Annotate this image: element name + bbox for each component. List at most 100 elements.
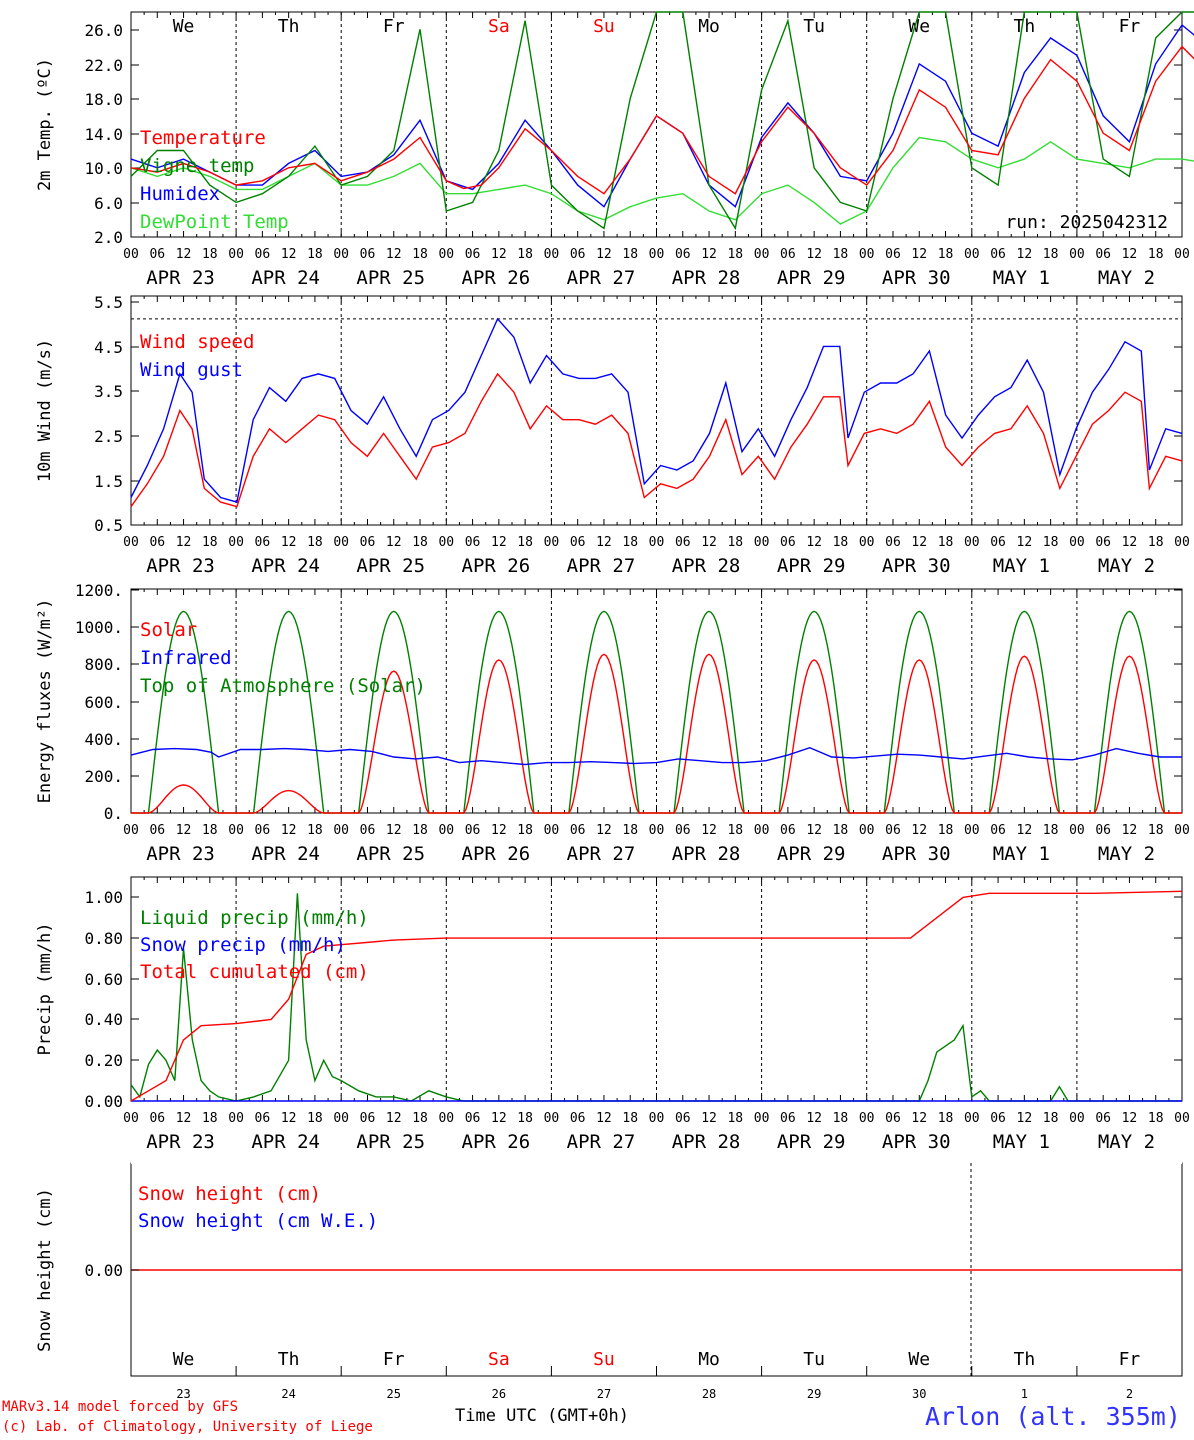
hour-label: 12: [911, 823, 927, 838]
solar-curve: [551, 653, 657, 814]
y-tick-label: 1000.: [75, 618, 123, 637]
y-axis-label: Energy fluxes (W/m²): [35, 599, 55, 804]
hour-label: 06: [675, 247, 691, 262]
hour-label: 06: [570, 247, 586, 262]
hour-label: 00: [1069, 823, 1085, 838]
hour-label: 06: [675, 823, 691, 838]
legend-entry: Infrared: [140, 647, 232, 669]
weekday-label: Th: [278, 1349, 300, 1370]
y-tick-label: 2.5: [94, 427, 123, 446]
hour-label: 00: [1174, 1111, 1190, 1126]
hour-label: 00: [964, 823, 980, 838]
hour-label: 00: [1069, 535, 1085, 550]
hour-label: 06: [780, 1111, 796, 1126]
day-label: APR 27: [567, 555, 636, 577]
weekday-label: Mo: [698, 1349, 720, 1370]
y-axis-label: 10m Wind (m/s): [35, 339, 55, 482]
hour-label: 06: [360, 535, 376, 550]
y-tick-label: 400.: [84, 730, 123, 749]
day-label: APR 23: [146, 1131, 215, 1153]
day-label: APR 26: [462, 843, 531, 865]
day-label: MAY 2: [1098, 843, 1155, 865]
hour-label: 12: [1017, 1111, 1033, 1126]
copyright-credit: (c) Lab. of Climatology, University of L…: [2, 1419, 373, 1435]
day-number-label: 24: [281, 1387, 295, 1401]
solar-curve: [1076, 655, 1182, 814]
hour-label: 18: [517, 1111, 533, 1126]
day-label: APR 30: [882, 267, 951, 289]
weekday-label: Sa: [488, 1349, 510, 1370]
station-title: Arlon (alt. 355m): [925, 1402, 1181, 1431]
day-label: APR 24: [251, 1131, 320, 1153]
hour-label: 06: [255, 535, 271, 550]
day-label: APR 30: [882, 1131, 951, 1153]
hour-label: 12: [911, 535, 927, 550]
hour-label: 06: [570, 535, 586, 550]
y-tick-label: 10.0: [84, 159, 123, 178]
hour-label: 18: [1148, 535, 1164, 550]
hour-label: 18: [1148, 1111, 1164, 1126]
hour-label: 18: [202, 823, 218, 838]
hour-label: 00: [1174, 535, 1190, 550]
hour-label: 12: [1122, 247, 1138, 262]
hour-label: 12: [596, 823, 612, 838]
day-label: APR 27: [567, 1131, 636, 1153]
y-axis-label: Snow height (cm): [35, 1188, 55, 1352]
day-label: APR 24: [251, 555, 320, 577]
hour-label: 00: [754, 535, 770, 550]
day-label: APR 28: [672, 1131, 741, 1153]
hour-label: 12: [701, 247, 717, 262]
hour-label: 00: [649, 535, 665, 550]
hour-label: 00: [123, 535, 139, 550]
y-tick-label: 0.5: [94, 516, 123, 535]
hour-label: 06: [1095, 535, 1111, 550]
hour-label: 00: [228, 247, 244, 262]
hour-label: 18: [517, 823, 533, 838]
day-label: APR 28: [672, 843, 741, 865]
hour-label: 12: [701, 535, 717, 550]
hour-label: 18: [938, 247, 954, 262]
hour-label: 06: [885, 1111, 901, 1126]
y-tick-label: 14.0: [84, 125, 123, 144]
day-label: MAY 2: [1098, 267, 1155, 289]
legend-entry: Total cumulated (cm): [140, 961, 369, 983]
hour-label: 00: [964, 535, 980, 550]
solar-curve: [236, 789, 342, 814]
toa-curve: [236, 610, 342, 814]
hour-label: 00: [544, 247, 560, 262]
toa-curve: [446, 610, 552, 814]
day-number-label: 25: [387, 1387, 401, 1401]
hour-label: 12: [806, 535, 822, 550]
day-number-label: 29: [807, 1387, 821, 1401]
weekday-label: Tu: [803, 1349, 825, 1370]
day-number-label: 23: [176, 1387, 190, 1401]
hour-label: 18: [727, 247, 743, 262]
hour-label: 06: [570, 1111, 586, 1126]
day-label: MAY 2: [1098, 555, 1155, 577]
toa-curve: [866, 610, 972, 814]
hour-label: 00: [438, 535, 454, 550]
hour-label: 12: [1017, 535, 1033, 550]
hour-label: 06: [675, 1111, 691, 1126]
weekday-label: Fr: [1119, 1349, 1141, 1370]
y-tick-label: 0.00: [84, 1261, 123, 1280]
weekday-label: Th: [278, 16, 300, 37]
run-label: run: 2025042312: [1005, 212, 1168, 233]
y-tick-label: 4.5: [94, 338, 123, 357]
hour-label: 00: [228, 535, 244, 550]
legend-entry: Snow height (cm): [138, 1183, 321, 1205]
hour-label: 00: [544, 535, 560, 550]
y-tick-label: 1.5: [94, 472, 123, 491]
hour-label: 12: [701, 823, 717, 838]
hour-label: 00: [964, 1111, 980, 1126]
hour-label: 18: [1148, 247, 1164, 262]
hour-label: 18: [307, 823, 323, 838]
y-tick-label: 5.5: [94, 293, 123, 312]
hour-label: 06: [149, 247, 165, 262]
legend-entry: Snow precip (mm/h): [140, 934, 346, 956]
y-tick-label: 0.: [104, 804, 123, 823]
y-tick-label: 18.0: [84, 90, 123, 109]
weekday-label: We: [908, 1349, 930, 1370]
hour-label: 12: [1122, 823, 1138, 838]
hour-label: 18: [622, 535, 638, 550]
